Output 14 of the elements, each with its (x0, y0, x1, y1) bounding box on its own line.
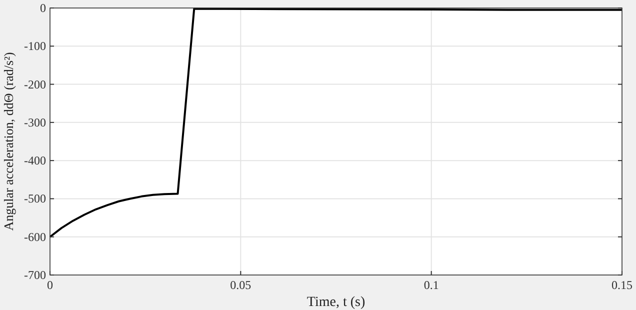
y-axis-title: Angular acceleration, ddΘ (rad/s²) (1, 52, 16, 231)
x-axis-title: Time, t (s) (306, 295, 366, 310)
y-tick-label: 0 (40, 1, 46, 15)
y-tick-label: -300 (24, 115, 46, 130)
y-tick-label: -500 (24, 192, 46, 206)
y-tick-label: -200 (24, 77, 46, 92)
x-tick-label: 0.1 (424, 278, 439, 292)
x-tick-label: 0.15 (612, 278, 632, 292)
line-series (49, 8, 623, 238)
y-tick-label: -100 (24, 39, 46, 54)
y-tick-label: -700 (24, 268, 46, 282)
x-tick-label: 0.05 (230, 278, 252, 292)
y-tick-label: -400 (24, 154, 46, 168)
y-tick-label: -600 (24, 230, 46, 244)
